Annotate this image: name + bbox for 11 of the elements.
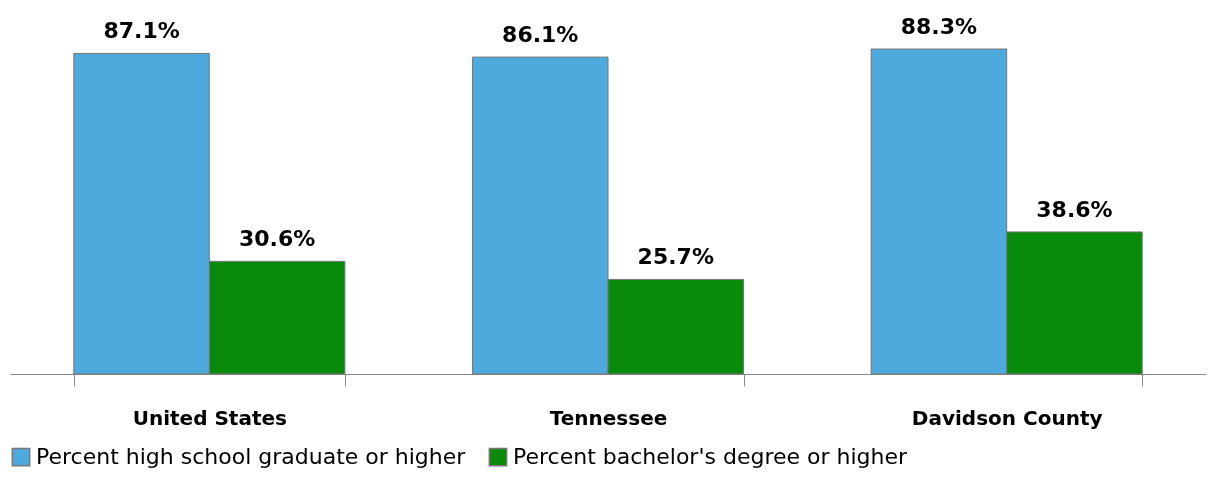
data-label: 25.7%	[637, 244, 714, 270]
legend-label: Percent bachelor's degree or higher	[513, 444, 908, 470]
legend-label: Percent high school graduate or higher	[36, 444, 467, 470]
data-label: 86.1%	[502, 22, 579, 48]
x-tick-label: United States	[132, 405, 287, 430]
x-tick-label: Davidson County	[911, 405, 1103, 430]
data-label: 30.6%	[238, 226, 316, 252]
x-tick-label: Tennessee	[549, 405, 668, 430]
data-label: 88.3%	[900, 14, 978, 39]
data-label: 87.1%	[103, 18, 180, 44]
data-label: 38.6%	[1036, 196, 1113, 222]
